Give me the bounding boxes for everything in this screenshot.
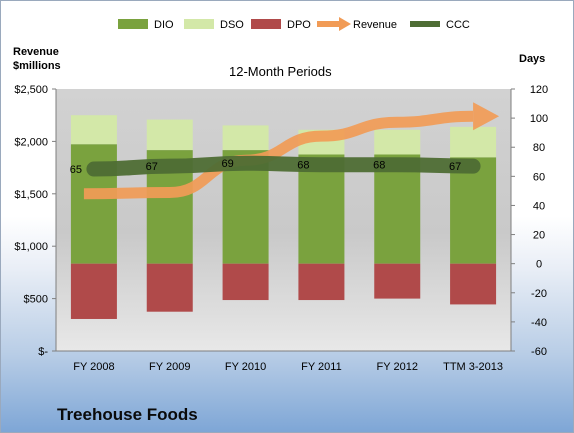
bar-dso <box>374 129 421 155</box>
ccc-line <box>86 155 481 177</box>
y-axis-left-label: Revenue $millions <box>13 46 61 72</box>
y-left-tick-label: $- <box>38 346 48 358</box>
x-tick-label: FY 2009 <box>149 361 190 373</box>
plot-area <box>56 89 511 351</box>
y-right-tick-label: 80 <box>533 142 545 154</box>
revenue-arrowhead <box>473 102 500 131</box>
bar-dio <box>298 154 345 264</box>
bar-dso <box>222 125 269 151</box>
y-right-tick-label: -20 <box>531 288 547 300</box>
ccc-data-label: 65 <box>70 164 82 176</box>
chart-title: 12-Month Periods <box>229 64 332 79</box>
y-right-tick-label: 40 <box>533 200 545 212</box>
bar-dio <box>450 157 497 264</box>
y-left-tick-label: $500 <box>24 294 48 306</box>
x-tick-label: FY 2008 <box>73 361 114 373</box>
bar-dso <box>146 119 193 151</box>
lines-group: 65 67 69 68 68 67 <box>70 102 500 200</box>
y-left-tick-label: $1,500 <box>14 189 48 201</box>
y-right-tick-label: 120 <box>530 84 548 96</box>
ccc-data-label: 67 <box>146 161 158 173</box>
company-name: Treehouse Foods <box>57 405 198 424</box>
y-right-tick-label: 100 <box>530 113 548 125</box>
revenue-line <box>83 110 474 200</box>
y-right-tick-label: 0 <box>536 259 542 271</box>
ccc-data-label: 68 <box>297 160 309 172</box>
legend-label: CCC <box>446 19 470 31</box>
x-tick-label: TTM 3-2013 <box>443 361 503 373</box>
bar-dpo <box>450 263 497 305</box>
bar-dpo <box>222 263 269 301</box>
x-tick-label: FY 2012 <box>377 361 418 373</box>
axes-group: $- $500 $1,000 $1,500 $2,000 $2,500 -60 -40 -20 0… <box>14 84 548 373</box>
y-left-tick-label: $2,500 <box>14 84 48 96</box>
bar-dpo <box>298 263 345 301</box>
y-right-tick-label: 20 <box>533 230 545 242</box>
ccc-data-label: 68 <box>373 160 385 172</box>
ccc-data-label: 67 <box>449 161 461 173</box>
legend-swatch-dpo <box>251 19 281 29</box>
x-tick-label: FY 2010 <box>225 361 266 373</box>
bar-dpo <box>70 263 117 319</box>
legend-swatch-dio <box>118 19 148 29</box>
y-right-tick-label: 60 <box>533 171 545 183</box>
bars-group <box>70 115 497 319</box>
bar-dso <box>450 126 497 158</box>
y-left-tick-label: $1,000 <box>14 241 48 253</box>
bar-dpo <box>146 263 193 312</box>
ccc-data-label: 69 <box>221 158 233 170</box>
x-tick-label: FY 2011 <box>301 361 342 373</box>
legend-label: Revenue <box>353 19 397 31</box>
legend-label: DSO <box>220 19 244 31</box>
y-left-tick-label: $2,000 <box>14 136 48 148</box>
legend: DIO DSO DPO Revenue CCC <box>118 17 470 31</box>
y-axis-right-label: Days <box>519 53 546 65</box>
bar-dio <box>374 154 421 264</box>
y-right-tick-label: -40 <box>531 317 547 329</box>
legend-label: DPO <box>287 19 311 31</box>
legend-swatch-dso <box>184 19 214 29</box>
bar-dpo <box>374 263 421 299</box>
bar-dso <box>70 115 117 145</box>
legend-swatch-revenue-head <box>339 17 351 31</box>
legend-label: DIO <box>154 19 174 31</box>
y-right-tick-label: -60 <box>531 346 547 358</box>
